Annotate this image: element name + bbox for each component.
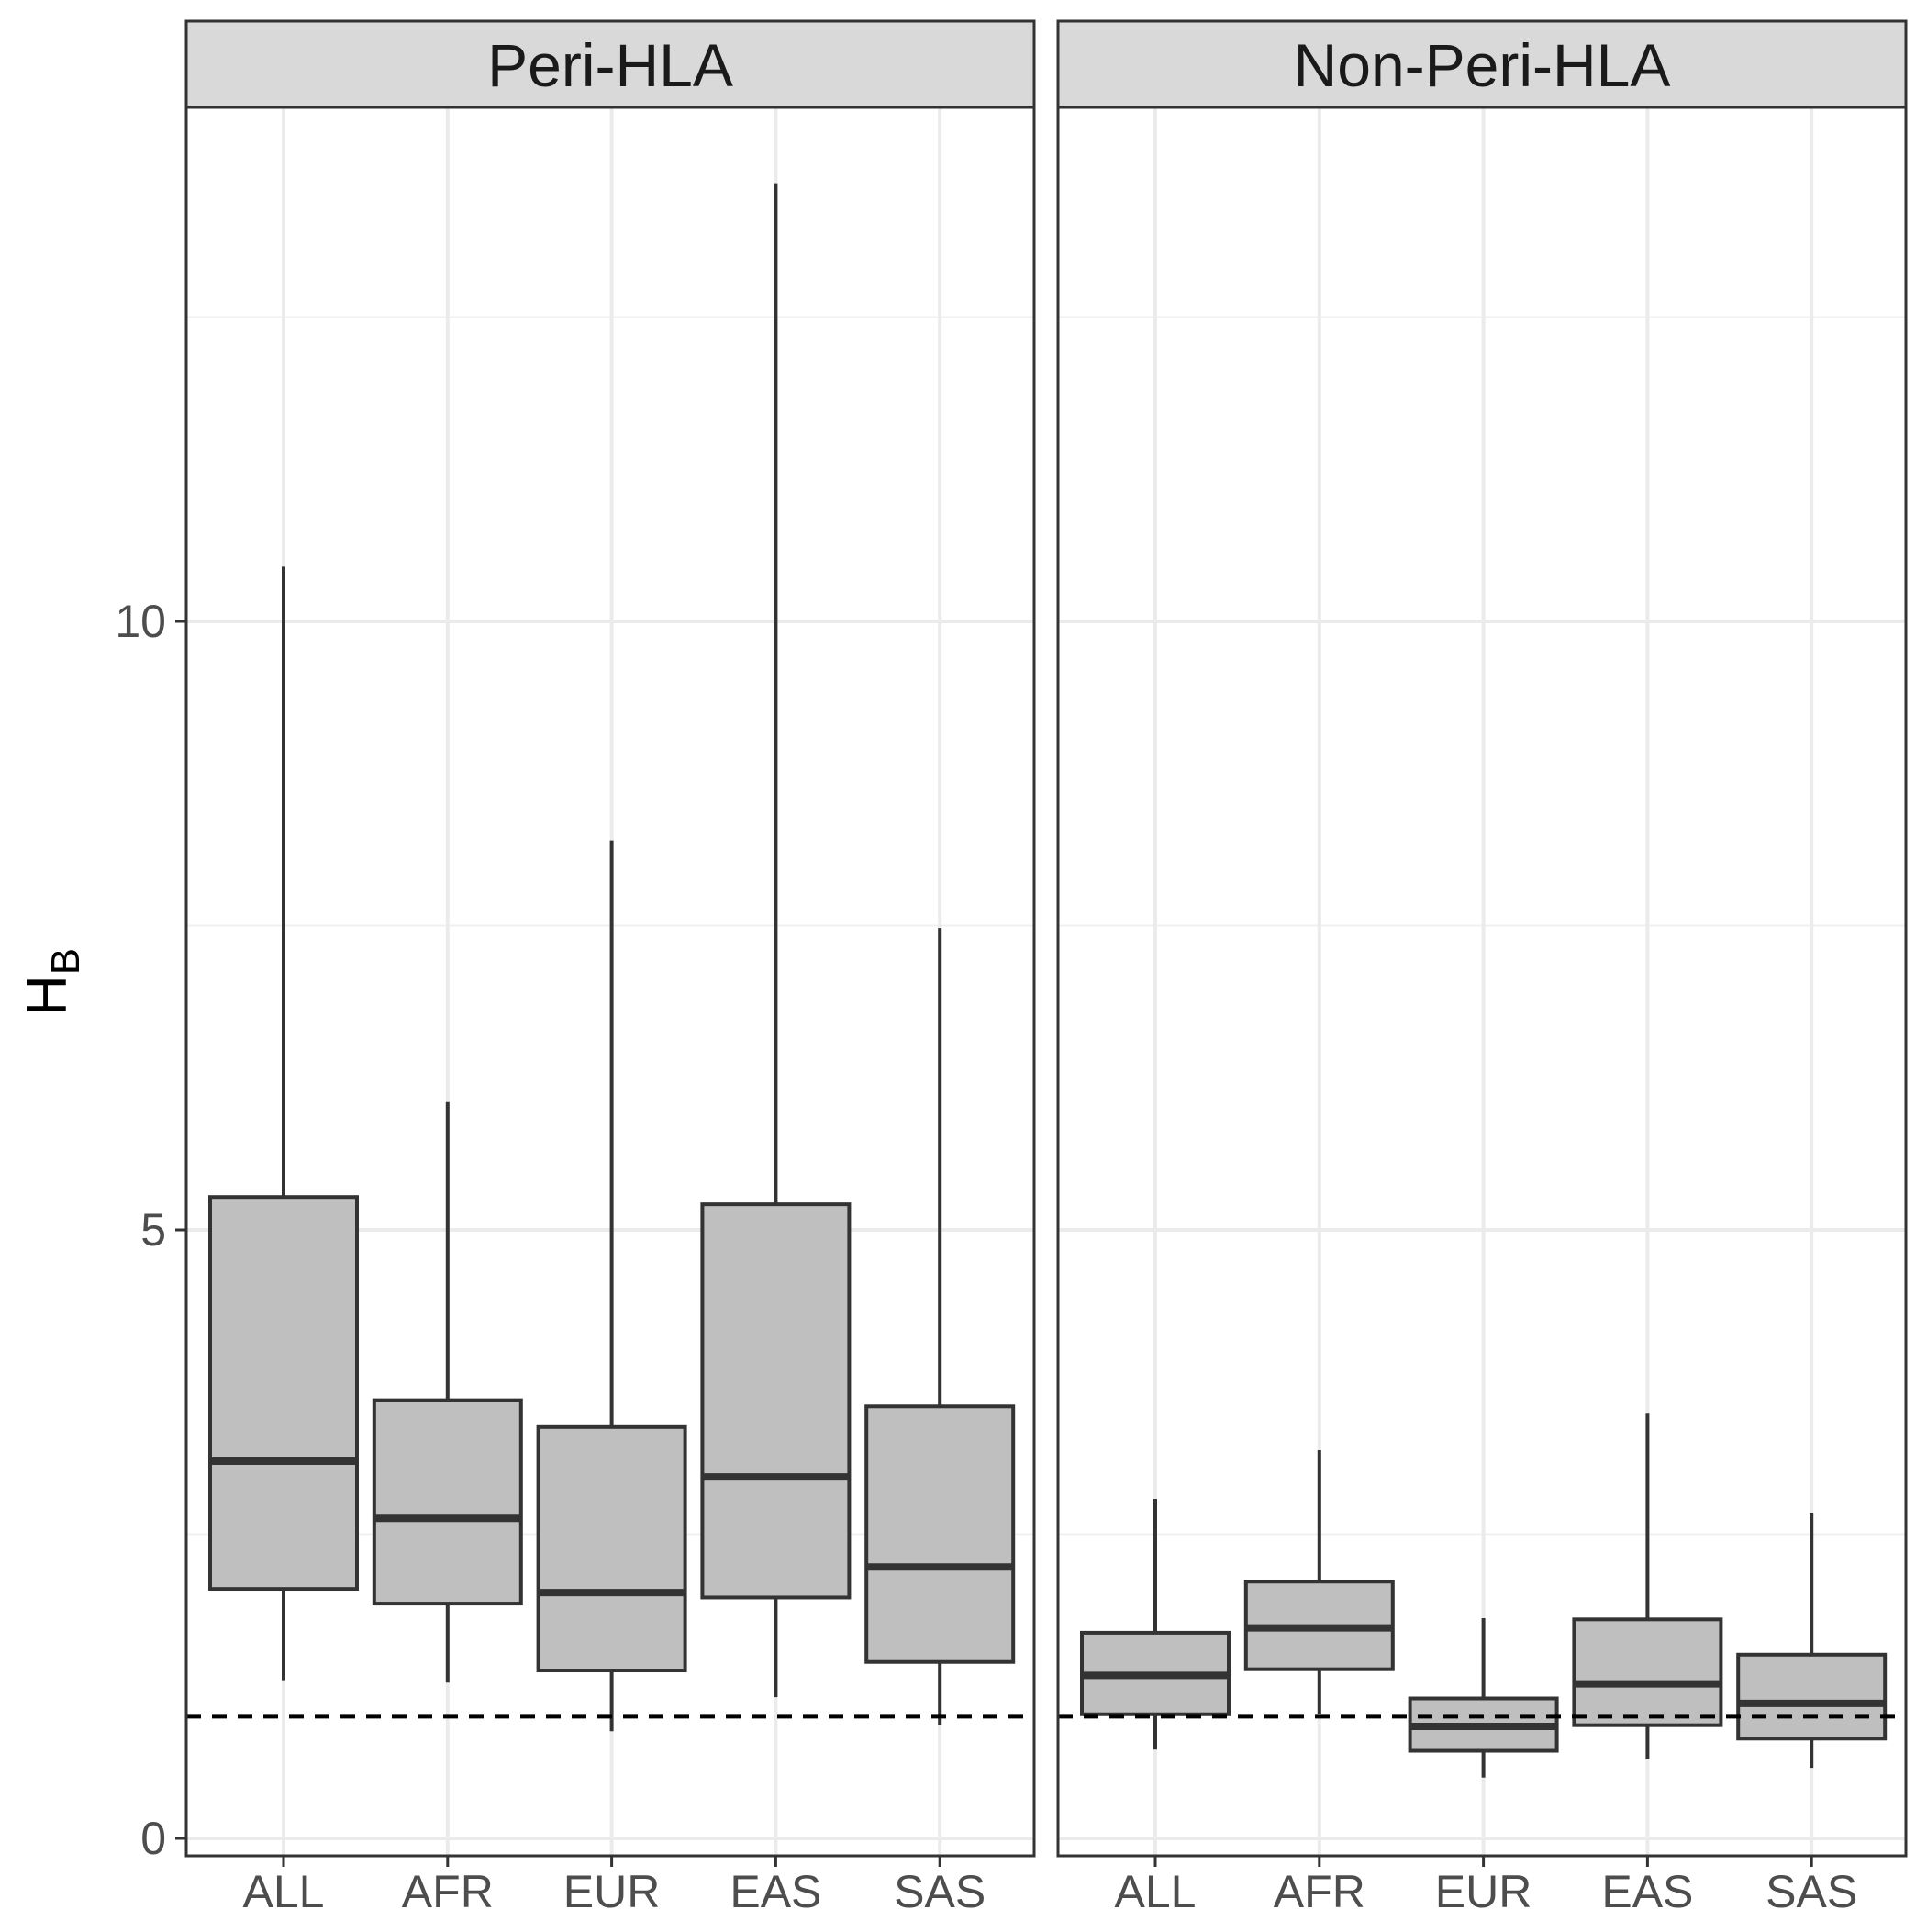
box-non-peri-hla-sas <box>1736 1652 1888 1741</box>
x-tick-label-non-peri-hla-eas: EAS <box>1601 1866 1693 1917</box>
y-axis-title-main: H <box>16 975 79 1016</box>
box-non-peri-hla-eas <box>1572 1617 1723 1727</box>
x-tick-label-peri-hla-afr: AFR <box>402 1866 494 1917</box>
x-tick-label-non-peri-hla-afr: AFR <box>1274 1866 1365 1917</box>
panel-title-peri-hla: Peri-HLA <box>487 31 733 99</box>
box-peri-hla-afr <box>372 1398 523 1606</box>
y-axis-title-subscript: B <box>43 948 88 975</box>
box-peri-hla-eas <box>700 1202 852 1600</box>
x-tick-label-non-peri-hla-all: ALL <box>1115 1866 1197 1917</box>
box-peri-hla-all <box>208 1195 359 1591</box>
y-tick-label-5: 5 <box>140 1204 166 1256</box>
x-tick-label-peri-hla-eur: EUR <box>563 1866 661 1917</box>
x-tick-label-peri-hla-sas: SAS <box>894 1866 986 1917</box>
strip-header-peri-hla <box>184 19 1036 109</box>
strip-header-non-peri-hla <box>1056 19 1908 109</box>
y-tick-label-10: 10 <box>115 596 166 647</box>
x-tick-label-peri-hla-all: ALL <box>243 1866 325 1917</box>
x-tick-label-non-peri-hla-eur: EUR <box>1435 1866 1532 1917</box>
panel-title-non-peri-hla: Non-Peri-HLA <box>1294 31 1671 99</box>
y-tick-label-0: 0 <box>140 1813 166 1864</box>
x-tick-label-peri-hla-eas: EAS <box>730 1866 821 1917</box>
box-peri-hla-eur <box>536 1424 687 1673</box>
y-axis-title: HB <box>16 948 88 1016</box>
box-peri-hla-sas <box>864 1404 1016 1664</box>
x-tick-label-non-peri-hla-sas: SAS <box>1765 1866 1857 1917</box>
